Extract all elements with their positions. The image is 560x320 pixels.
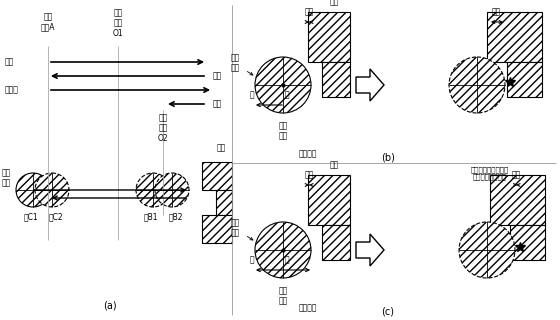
Text: 左: 左 <box>250 91 254 100</box>
Circle shape <box>136 173 170 207</box>
Circle shape <box>459 222 515 278</box>
Text: 往复
中心: 往复 中心 <box>278 121 288 140</box>
Text: 右B2: 右B2 <box>169 212 183 221</box>
Text: (b): (b) <box>381 153 395 163</box>
Text: 工具
电极: 工具 电极 <box>231 53 240 73</box>
Text: 右B1: 右B1 <box>144 212 158 221</box>
Text: 间隙: 间隙 <box>491 7 501 16</box>
Text: 间隙: 间隙 <box>512 170 521 179</box>
PathPatch shape <box>356 69 384 101</box>
Text: 往复
中心: 往复 中心 <box>278 286 288 305</box>
Text: 后退: 后退 <box>213 100 222 108</box>
Text: 开始
位置A: 开始 位置A <box>41 12 55 31</box>
Text: 工具
电极: 工具 电极 <box>2 168 11 188</box>
Text: 往复
中心
O2: 往复 中心 O2 <box>158 113 169 143</box>
Text: 左: 左 <box>250 255 254 265</box>
Text: 再前进: 再前进 <box>5 85 19 94</box>
Bar <box>202 215 232 243</box>
Bar <box>510 225 545 260</box>
Text: 间隙太大: 间隙太大 <box>298 303 318 312</box>
Text: 间隙: 间隙 <box>305 7 314 16</box>
PathPatch shape <box>356 234 384 266</box>
Text: 间隙: 间隙 <box>305 170 314 179</box>
Bar <box>490 175 545 225</box>
Text: 工件: 工件 <box>329 0 339 6</box>
Bar <box>322 225 350 260</box>
Circle shape <box>255 222 311 278</box>
Circle shape <box>255 57 311 113</box>
Bar <box>202 162 232 190</box>
Text: (a): (a) <box>103 300 117 310</box>
Text: 后退过程中取得合适
间隙，产生电火花: 后退过程中取得合适 间隙，产生电火花 <box>471 166 509 180</box>
Text: 前进过程中取得合适
间隙，产生电火花: 前进过程中取得合适 间隙，产生电火花 <box>471 319 509 320</box>
Text: 后退: 后退 <box>213 71 222 81</box>
Bar <box>322 62 350 97</box>
Bar <box>487 12 542 62</box>
Bar <box>216 190 232 215</box>
Text: 间隙太小: 间隙太小 <box>298 149 318 158</box>
Circle shape <box>155 173 189 207</box>
Text: 左C2: 左C2 <box>49 212 63 221</box>
Text: 工具
电极: 工具 电极 <box>231 218 240 238</box>
Circle shape <box>449 57 505 113</box>
Text: 前进: 前进 <box>5 58 14 67</box>
Text: 工件: 工件 <box>329 160 339 169</box>
Text: 左C1: 左C1 <box>24 212 38 221</box>
Text: 往复
中心
O1: 往复 中心 O1 <box>113 8 123 38</box>
Text: 右: 右 <box>284 91 290 100</box>
Text: 右: 右 <box>284 255 290 265</box>
Circle shape <box>35 173 69 207</box>
Text: 工件: 工件 <box>217 143 226 153</box>
Bar <box>507 62 542 97</box>
Bar <box>308 175 350 225</box>
Text: (c): (c) <box>381 306 394 316</box>
Bar <box>308 12 350 62</box>
Circle shape <box>16 173 50 207</box>
